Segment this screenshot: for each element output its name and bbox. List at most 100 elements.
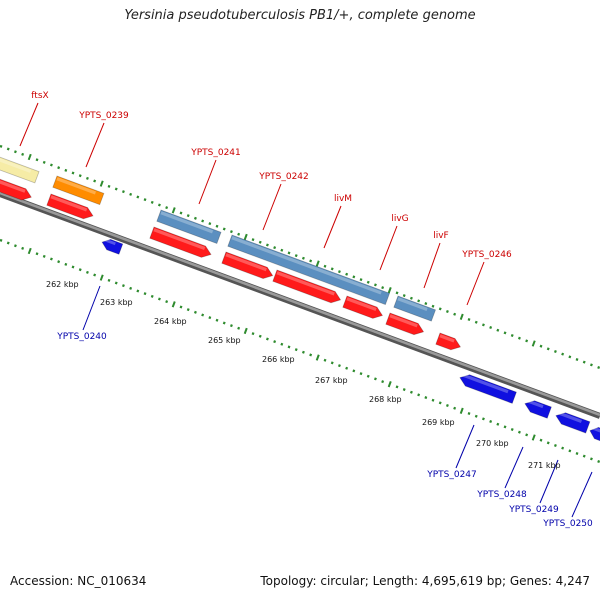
callout-line [323,205,342,249]
minor-tick [150,200,154,204]
major-tick [387,381,392,388]
minor-tick [445,404,449,408]
minor-tick [222,227,226,231]
callout-line [539,459,559,504]
callout-line [262,183,282,231]
scale-label: 270 kbp [476,439,509,448]
cds-arrow-ypts-0248-highlight [526,399,544,409]
minor-tick [467,318,471,322]
map-title: Yersinia pseudotuberculosis PB1/+, compl… [124,8,476,23]
minor-tick [445,310,449,314]
gene-label: YPTS_0241 [190,148,241,158]
gene-label: YPTS_0250 [542,519,593,529]
scale-label: 271 kbp [528,461,561,470]
minor-tick [381,380,385,384]
minor-tick [208,316,212,320]
minor-tick [575,357,579,362]
minor-tick [330,267,334,271]
minor-tick [409,390,413,394]
cds-arrow-livg-shape [342,295,384,319]
minor-tick [352,369,356,373]
cds-arrow-ypts-0247 [459,373,517,404]
gene-bar-ypts-0241-shape [156,209,222,244]
minor-tick [345,272,349,276]
minor-tick [359,372,363,376]
minor-tick [589,363,593,367]
callout-line [504,446,524,489]
minor-tick [165,300,169,304]
tick-tracks [0,144,600,464]
minor-tick [107,184,111,188]
cds-arrow-ypts-0249-highlight [557,411,583,423]
minor-tick [352,275,356,279]
minor-tick [294,348,298,352]
scale-label: 266 kbp [262,355,295,364]
outer-tick-track [0,144,600,370]
gene-bar-livg-highlight [397,297,428,312]
minor-tick [193,216,197,220]
cds-arrow-ypts-0241 [149,226,212,258]
minor-tick [294,254,298,258]
minor-tick [222,321,226,325]
minor-tick [93,179,97,183]
minor-tick [417,393,421,397]
minor-tick [6,147,10,151]
minor-tick [208,222,212,226]
minor-tick [503,425,507,429]
cds-arrow-ftsx-highlight [0,178,26,193]
cds-arrow-ypts-0249-shape [555,412,591,434]
gene-label: YPTS_0248 [476,490,527,500]
cds-arrow-ypts-0247-shape [459,374,517,404]
major-tick [27,153,32,161]
callout-line [85,122,105,168]
minor-tick [539,438,543,442]
minor-tick [582,360,586,364]
minor-tick [438,401,442,405]
minor-tick [143,198,147,202]
cds-arrow-livf [385,312,425,336]
minor-tick [381,286,385,290]
minor-tick [525,339,529,343]
cds-arrow-ypts-0240 [101,238,124,255]
minor-tick [481,417,485,421]
major-tick [171,207,176,214]
major-tick [99,274,104,281]
minor-tick [42,160,46,164]
minor-tick [395,385,399,389]
gene-bar-livg-shape [393,295,437,322]
minor-tick [575,451,579,456]
minor-tick [517,430,521,434]
minor-tick [121,284,125,288]
scale-label: 265 kbp [208,336,241,345]
minor-tick [438,307,442,311]
major-tick [315,354,320,361]
gene-label: ftsX [31,91,48,101]
minor-tick [589,457,593,461]
minor-tick [402,294,406,298]
minor-tick [568,449,572,453]
cds-arrow-ypts-0240-shape [101,239,124,255]
minor-tick [157,297,161,301]
minor-tick [186,214,190,218]
minor-tick [13,150,17,154]
minor-tick [309,353,313,357]
minor-tick [453,312,457,316]
minor-tick [49,163,53,167]
minor-tick [467,412,471,416]
minor-tick [395,291,399,295]
cds-arrow-ypts-0242 [221,251,274,279]
minor-tick [323,358,327,362]
gene-label: YPTS_0239 [78,111,129,121]
cds-arrow-ypts-0240-highlight [103,238,116,246]
minor-tick [0,144,3,148]
cds-arrow-ypts-0239-highlight [50,195,88,212]
minor-tick [424,396,428,400]
minor-tick [165,206,169,210]
scale-label: 263 kbp [100,298,133,307]
gene-bar-ypts-0239 [52,175,105,206]
minor-tick [597,459,600,464]
minor-tick [489,326,493,330]
minor-tick [258,240,262,244]
minor-tick [258,334,262,338]
major-tick [531,434,536,441]
